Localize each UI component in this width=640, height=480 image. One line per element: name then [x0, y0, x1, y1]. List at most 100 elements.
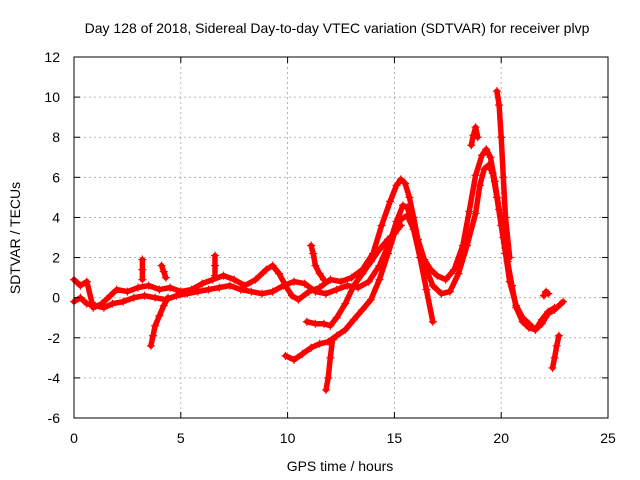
- data-point: [475, 181, 484, 190]
- series-line: [71, 146, 566, 333]
- data-point: [275, 269, 284, 278]
- data-point: [428, 281, 437, 290]
- data-point: [486, 153, 495, 162]
- data-point: [366, 295, 375, 304]
- data-point: [163, 293, 172, 302]
- data-point: [375, 275, 384, 284]
- series-spike-4h-up: [157, 261, 170, 282]
- data-point: [138, 255, 147, 264]
- data-point: [91, 301, 100, 310]
- x-tick-label: 20: [493, 430, 509, 446]
- data-point: [392, 181, 401, 190]
- data-point: [341, 325, 350, 334]
- series-spike-4h: [146, 293, 172, 350]
- data-point: [172, 291, 181, 300]
- data-point: [484, 161, 493, 170]
- data-point: [76, 281, 85, 290]
- data-point: [349, 315, 358, 324]
- data-point: [539, 291, 548, 300]
- data-point: [463, 241, 472, 250]
- data-point: [300, 279, 309, 288]
- series-spike-12h: [322, 335, 337, 394]
- y-tick-label: 8: [52, 129, 60, 145]
- data-point: [106, 291, 115, 300]
- y-tick-label: 6: [52, 169, 60, 185]
- data-point: [396, 175, 405, 184]
- data-point: [219, 271, 228, 280]
- data-point: [307, 343, 316, 352]
- data-point: [332, 331, 341, 340]
- data-point: [396, 221, 405, 230]
- data-point: [377, 221, 386, 230]
- data-point: [441, 275, 450, 284]
- data-point: [531, 325, 540, 334]
- data-point: [497, 133, 506, 142]
- x-tick-label: 10: [280, 430, 296, 446]
- data-point: [471, 171, 480, 180]
- data-point: [559, 297, 568, 306]
- data-point: [326, 321, 335, 330]
- data-point: [454, 269, 463, 278]
- data-point: [324, 373, 333, 382]
- series-layer: [70, 87, 568, 394]
- data-point: [390, 229, 399, 238]
- y-tick-label: 4: [52, 209, 60, 225]
- data-point: [151, 293, 160, 302]
- data-point: [437, 289, 446, 298]
- data-point: [311, 287, 320, 296]
- data-point: [315, 269, 324, 278]
- data-point: [144, 281, 153, 290]
- chart-title: Day 128 of 2018, Sidereal Day-to-day VTE…: [85, 20, 590, 36]
- data-point: [416, 253, 425, 262]
- data-point: [364, 277, 373, 286]
- data-point: [119, 297, 128, 306]
- data-point: [492, 87, 501, 96]
- data-point: [322, 289, 331, 298]
- data-point: [309, 249, 318, 258]
- data-point: [251, 275, 260, 284]
- data-point: [471, 209, 480, 218]
- data-point: [155, 311, 164, 320]
- series-line: [323, 337, 336, 393]
- data-point: [405, 193, 414, 202]
- y-tick-label: -2: [48, 330, 61, 346]
- data-point: [383, 249, 392, 258]
- data-point: [319, 275, 328, 284]
- data-point: [375, 245, 384, 254]
- data-point: [544, 289, 553, 298]
- series-line: [282, 212, 436, 363]
- series-track-c: [281, 211, 437, 364]
- data-point: [279, 281, 288, 290]
- data-point: [215, 283, 224, 292]
- data-point: [307, 241, 316, 250]
- data-point: [287, 291, 296, 300]
- data-point: [548, 363, 557, 372]
- data-point: [294, 295, 303, 304]
- y-tick-label: 10: [44, 89, 60, 105]
- data-point: [326, 353, 335, 362]
- data-point: [428, 317, 437, 326]
- data-point: [473, 133, 482, 142]
- data-point: [311, 261, 320, 270]
- data-point: [82, 299, 91, 308]
- grid-layer: [74, 57, 608, 418]
- data-point: [403, 203, 412, 212]
- data-point: [140, 291, 149, 300]
- data-point: [465, 207, 474, 216]
- data-point: [401, 179, 410, 188]
- y-tick-label: 12: [44, 49, 60, 65]
- data-point: [349, 281, 358, 290]
- data-point: [311, 319, 320, 328]
- series-track-b: [70, 161, 559, 334]
- x-tick-label: 5: [177, 430, 185, 446]
- data-point: [550, 303, 559, 312]
- data-point: [512, 301, 521, 310]
- data-point: [99, 303, 108, 312]
- data-point: [433, 271, 442, 280]
- data-point: [488, 169, 497, 178]
- data-point: [358, 305, 367, 314]
- data-point: [290, 355, 299, 364]
- data-point: [501, 213, 510, 222]
- data-point: [471, 123, 480, 132]
